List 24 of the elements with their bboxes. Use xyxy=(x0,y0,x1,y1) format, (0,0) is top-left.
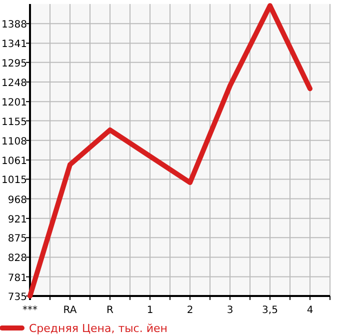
x-tick-label: *** xyxy=(22,305,38,316)
y-tick-label: 828 xyxy=(8,253,27,264)
y-tick-label: 875 xyxy=(8,234,27,245)
y-tick-label: 1201 xyxy=(2,98,27,109)
y-tick-label: 1155 xyxy=(2,116,27,128)
legend-label: Средняя Цена, тыс. йен xyxy=(29,322,168,335)
x-tick-label: RA xyxy=(63,305,77,316)
y-tick-label: 1108 xyxy=(2,136,27,148)
y-tick-label: 921 xyxy=(8,214,27,226)
y-tick-label: 1015 xyxy=(2,175,27,186)
y-tick-label: 781 xyxy=(8,272,27,284)
x-tick-label: 3,5 xyxy=(262,305,278,316)
x-tick-label: 1 xyxy=(146,305,154,316)
y-tick-label: 735 xyxy=(8,292,27,303)
y-tick-label: 1248 xyxy=(2,78,27,90)
y-tick-label: 1295 xyxy=(2,58,27,70)
x-tick-label: 4 xyxy=(306,305,314,316)
x-tick-label: 2 xyxy=(186,305,194,316)
y-tick-label: 968 xyxy=(8,194,27,206)
x-tick-label: R xyxy=(106,305,114,316)
y-tick-label: 1341 xyxy=(2,39,27,50)
y-tick-label: 1061 xyxy=(2,156,27,168)
y-tick-label: 1388 xyxy=(2,20,27,31)
x-tick-label: 3 xyxy=(226,305,234,316)
